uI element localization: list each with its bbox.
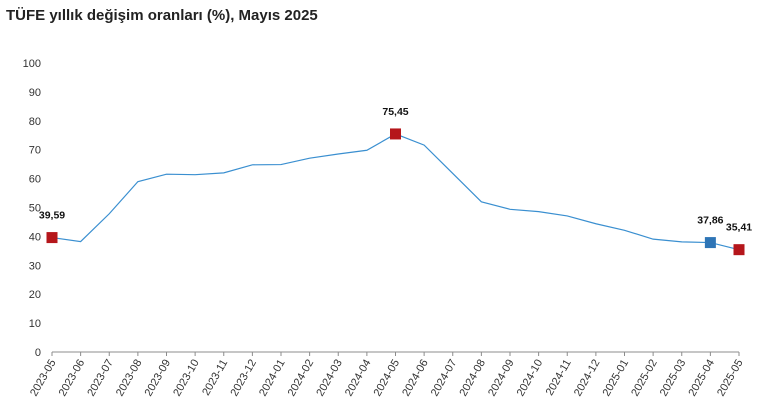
highlight-marker (733, 244, 745, 256)
highlight-marker (704, 237, 716, 249)
y-tick-label: 20 (29, 289, 41, 301)
data-label: 35,41 (726, 222, 752, 234)
series-line (51, 133, 740, 251)
chart-title: TÜFE yıllık değişim oranları (%), Mayıs … (6, 7, 318, 24)
x-tick-label: 2023-08 (114, 358, 145, 399)
y-tick-label: 90 (29, 87, 41, 99)
x-tick-label: 2024-03 (314, 358, 345, 399)
x-tick-label: 2024-10 (515, 358, 546, 399)
x-tick-label: 2023-11 (200, 358, 230, 398)
x-tick-label: 2025-01 (601, 358, 632, 399)
y-tick-label: 0 (35, 347, 41, 359)
x-tick-label: 2025-05 (715, 358, 746, 399)
x-axis: 2023-052023-062023-072023-082023-092023-… (28, 352, 746, 398)
y-tick-label: 70 (29, 145, 41, 157)
x-tick-label: 2023-06 (57, 358, 88, 399)
x-tick-label: 2024-11 (544, 358, 574, 398)
x-tick-label: 2024-12 (572, 358, 603, 399)
x-tick-label: 2025-02 (629, 358, 660, 399)
highlight-marker (390, 128, 401, 140)
x-tick-label: 2023-05 (28, 358, 59, 399)
x-tick-label: 2024-07 (429, 358, 460, 399)
y-axis: 0 10 20 30 40 50 60 70 80 90 100 (23, 58, 41, 359)
data-label: 37,86 (697, 215, 723, 227)
y-tick-label: 30 (29, 260, 41, 272)
y-tick-label: 100 (23, 58, 41, 70)
x-tick-label: 2023-12 (228, 358, 259, 399)
x-tick-label: 2024-04 (343, 358, 374, 399)
x-tick-label: 2024-01 (257, 358, 288, 399)
x-tick-label: 2023-09 (143, 358, 174, 399)
highlight-marker (46, 232, 58, 244)
x-tick-label: 2024-08 (457, 358, 488, 399)
highlight-markers (46, 128, 745, 256)
y-tick-label: 80 (29, 116, 41, 128)
y-tick-label: 10 (29, 318, 41, 330)
x-tick-label: 2024-05 (372, 358, 403, 399)
x-tick-label: 2024-09 (486, 358, 517, 399)
y-tick-label: 40 (29, 231, 41, 243)
x-tick-label: 2025-04 (686, 358, 717, 399)
y-tick-label: 60 (29, 174, 41, 186)
x-tick-label: 2023-07 (85, 358, 116, 399)
data-label: 75,45 (382, 106, 408, 118)
x-tick-label: 2024-02 (286, 358, 317, 399)
data-label: 39,59 (39, 210, 65, 222)
x-tick-label: 2024-06 (400, 358, 431, 399)
y-tick-label: 50 (29, 203, 41, 215)
x-tick-label: 2025-03 (658, 358, 689, 399)
x-tick-label: 2023-10 (171, 358, 202, 399)
